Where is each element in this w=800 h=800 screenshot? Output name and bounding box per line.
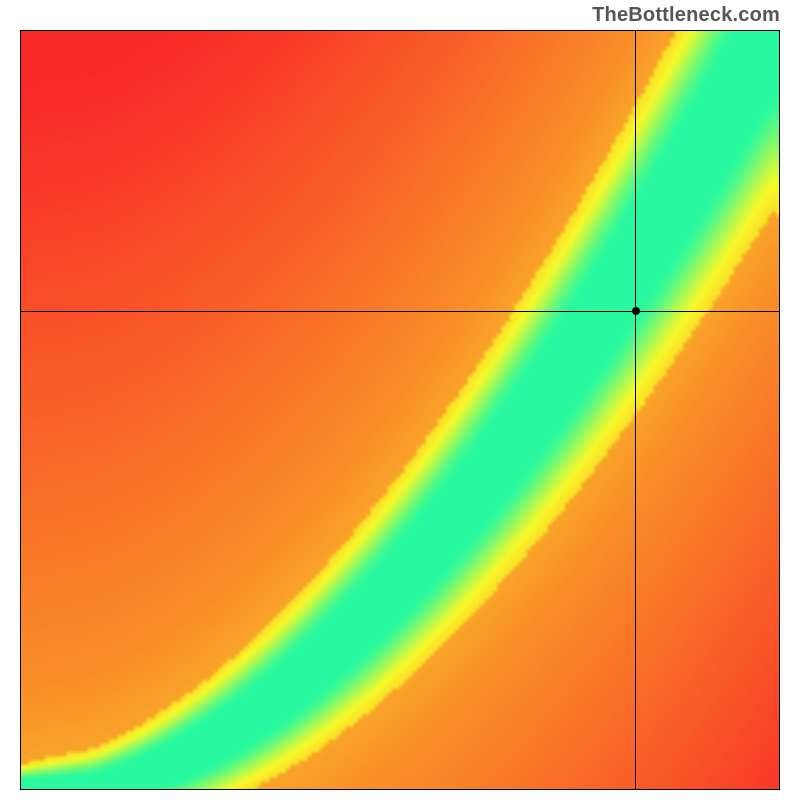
chart-container: TheBottleneck.com xyxy=(0,0,800,800)
crosshair-marker xyxy=(632,307,640,315)
heatmap-plot xyxy=(20,30,780,790)
crosshair-horizontal xyxy=(20,311,780,312)
crosshair-vertical xyxy=(635,30,636,790)
watermark-text: TheBottleneck.com xyxy=(592,4,780,27)
heatmap-canvas xyxy=(20,30,780,790)
